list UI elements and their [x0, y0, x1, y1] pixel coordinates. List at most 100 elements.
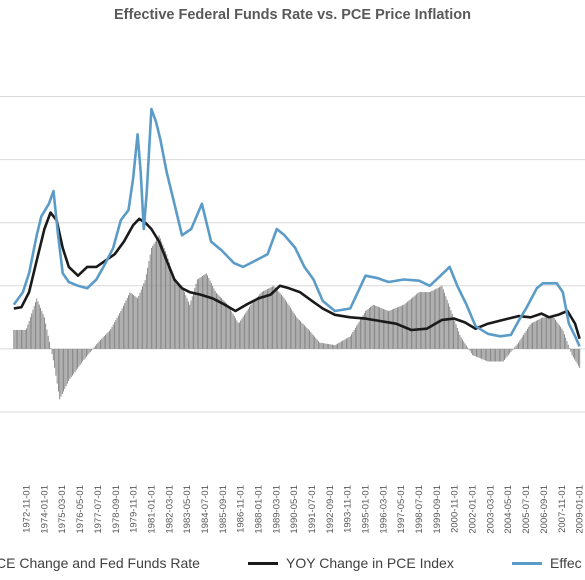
difference-bar	[179, 283, 180, 349]
difference-bar	[289, 307, 291, 349]
difference-bar	[61, 348, 63, 395]
legend-item-difference: CE Change and Fed Funds Rate	[0, 552, 200, 574]
difference-bar	[120, 311, 122, 349]
difference-bar	[453, 317, 454, 349]
x-tick-label: 2004-05-01	[503, 485, 514, 534]
difference-bar	[483, 348, 485, 360]
difference-bar	[227, 304, 229, 349]
difference-bar	[213, 288, 215, 349]
difference-bar	[193, 292, 194, 349]
difference-bar	[278, 291, 280, 349]
difference-bar	[210, 283, 212, 349]
difference-bar	[472, 348, 474, 356]
x-tick-label: 1995-01-01	[361, 485, 372, 534]
difference-bar	[488, 348, 490, 362]
difference-bar	[115, 320, 117, 349]
difference-bar	[50, 348, 52, 349]
difference-bar	[315, 338, 317, 349]
x-tick-label: 1989-03-01	[271, 485, 282, 534]
difference-bar	[419, 292, 421, 349]
difference-bar	[571, 348, 573, 356]
difference-bar	[562, 330, 564, 349]
difference-bar	[128, 295, 129, 349]
difference-bar	[82, 348, 84, 362]
difference-bar	[544, 317, 546, 349]
difference-bar	[399, 306, 401, 349]
difference-bar	[46, 329, 48, 349]
difference-bar	[548, 317, 550, 349]
difference-bar	[51, 348, 53, 355]
difference-bar	[189, 304, 191, 349]
difference-bar	[363, 313, 365, 349]
difference-bar	[68, 348, 70, 381]
difference-bar	[412, 297, 414, 349]
difference-bar	[329, 344, 331, 349]
difference-bar	[370, 306, 372, 349]
fed-funds-line	[12, 107, 581, 347]
difference-bar	[423, 292, 425, 349]
legend-label-pce: YOY Change in PCE Index	[286, 555, 454, 571]
difference-bar	[306, 327, 308, 349]
difference-bar	[18, 329, 20, 349]
difference-bar	[555, 319, 556, 349]
difference-bar	[394, 308, 396, 349]
difference-bar	[446, 299, 448, 349]
difference-bar	[502, 348, 504, 362]
difference-bar	[22, 329, 24, 349]
x-tick-label: 1972-11-01	[22, 485, 33, 533]
difference-bar	[212, 285, 214, 349]
difference-bar	[88, 348, 90, 354]
difference-bar	[236, 320, 238, 349]
difference-bar	[431, 291, 433, 349]
difference-bar	[23, 329, 25, 349]
difference-bar	[307, 329, 309, 349]
difference-bar	[254, 300, 256, 349]
difference-bar	[523, 334, 525, 349]
difference-bar	[342, 340, 344, 349]
difference-bar	[75, 348, 77, 371]
difference-bar	[292, 311, 294, 349]
difference-bar	[260, 292, 262, 349]
difference-bar	[37, 301, 39, 349]
difference-bar	[320, 342, 322, 349]
difference-bar	[528, 326, 530, 349]
difference-bar	[491, 348, 493, 362]
difference-bar	[201, 275, 203, 349]
difference-bar	[414, 295, 416, 349]
difference-bar	[553, 318, 555, 349]
difference-bar	[74, 348, 76, 373]
difference-bar	[14, 329, 16, 349]
difference-bar	[335, 344, 337, 349]
difference-bar	[167, 258, 169, 349]
difference-bar	[349, 336, 351, 349]
difference-bar	[385, 309, 387, 349]
difference-bar	[282, 296, 284, 349]
difference-bar	[89, 348, 91, 353]
difference-bar	[470, 348, 472, 354]
difference-bar	[558, 325, 560, 349]
difference-bar	[501, 348, 503, 362]
difference-bar	[255, 298, 257, 349]
difference-bar	[126, 297, 128, 349]
difference-bar	[263, 291, 265, 349]
difference-bar	[265, 289, 267, 349]
difference-bar	[525, 330, 527, 349]
difference-bar	[80, 348, 82, 364]
difference-bar	[226, 303, 228, 349]
legend-swatch-fedfunds	[512, 561, 542, 565]
difference-bar	[194, 287, 196, 349]
difference-bar	[252, 301, 254, 349]
difference-bar	[175, 280, 177, 349]
difference-bar	[393, 308, 395, 349]
difference-bar	[409, 299, 411, 349]
difference-bar	[325, 343, 327, 349]
difference-bar	[440, 286, 442, 349]
difference-bar	[224, 302, 226, 349]
difference-bar	[106, 333, 108, 349]
difference-bar	[65, 348, 67, 387]
difference-bar	[316, 339, 318, 349]
difference-bar	[482, 348, 484, 360]
difference-bar	[567, 344, 569, 349]
difference-bar	[418, 292, 420, 349]
difference-bar	[379, 307, 381, 349]
